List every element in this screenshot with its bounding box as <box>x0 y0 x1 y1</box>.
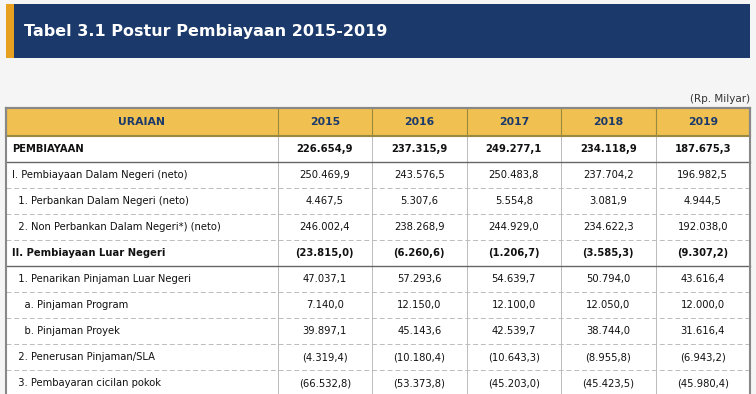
Text: 2. Penerusan Pinjaman/SLA: 2. Penerusan Pinjaman/SLA <box>12 352 155 362</box>
Text: 187.675,3: 187.675,3 <box>674 144 731 154</box>
Bar <box>6 162 750 188</box>
Text: 5.307,6: 5.307,6 <box>400 196 438 206</box>
Text: 4.944,5: 4.944,5 <box>684 196 722 206</box>
Text: 42.539,7: 42.539,7 <box>491 326 536 336</box>
Text: 244.929,0: 244.929,0 <box>488 222 539 232</box>
Bar <box>6 4 14 58</box>
Text: 39.897,1: 39.897,1 <box>302 326 347 336</box>
Text: 47.037,1: 47.037,1 <box>302 274 347 284</box>
Text: (45.423,5): (45.423,5) <box>582 378 634 388</box>
Text: 1. Perbankan Dalam Negeri (neto): 1. Perbankan Dalam Negeri (neto) <box>12 196 189 206</box>
Text: (53.373,8): (53.373,8) <box>393 378 445 388</box>
Text: (10.643,3): (10.643,3) <box>488 352 540 362</box>
Text: 2016: 2016 <box>404 117 435 127</box>
Bar <box>6 136 750 162</box>
Text: 3. Pembayaran cicilan pokok: 3. Pembayaran cicilan pokok <box>12 378 161 388</box>
Text: 4.467,5: 4.467,5 <box>306 196 344 206</box>
Text: I. Pembiayaan Dalam Negeri (neto): I. Pembiayaan Dalam Negeri (neto) <box>12 170 187 180</box>
Text: 50.794,0: 50.794,0 <box>586 274 631 284</box>
Text: 2018: 2018 <box>593 117 624 127</box>
Text: 2015: 2015 <box>310 117 340 127</box>
Bar <box>6 318 750 344</box>
Text: 237.315,9: 237.315,9 <box>391 144 448 154</box>
Bar <box>6 240 750 266</box>
Bar <box>6 4 750 58</box>
Text: URAIAN: URAIAN <box>118 117 166 127</box>
Text: (Rp. Milyar): (Rp. Milyar) <box>690 94 750 104</box>
Text: 2. Non Perbankan Dalam Negeri*) (neto): 2. Non Perbankan Dalam Negeri*) (neto) <box>12 222 221 232</box>
Text: 196.982,5: 196.982,5 <box>677 170 728 180</box>
Text: (66.532,8): (66.532,8) <box>299 378 351 388</box>
Text: PEMBIAYAAN: PEMBIAYAAN <box>12 144 84 154</box>
Bar <box>6 266 750 292</box>
Text: (6.260,6): (6.260,6) <box>394 248 445 258</box>
Bar <box>6 370 750 394</box>
Text: (23.815,0): (23.815,0) <box>296 248 354 258</box>
Text: 250.483,8: 250.483,8 <box>488 170 539 180</box>
Text: 234.622,3: 234.622,3 <box>583 222 634 232</box>
Text: 43.616,4: 43.616,4 <box>680 274 725 284</box>
Text: b. Pinjaman Proyek: b. Pinjaman Proyek <box>12 326 120 336</box>
Text: 237.704,2: 237.704,2 <box>583 170 634 180</box>
Text: (6.943,2): (6.943,2) <box>680 352 726 362</box>
Text: (8.955,8): (8.955,8) <box>585 352 631 362</box>
Text: 2017: 2017 <box>499 117 529 127</box>
Bar <box>6 214 750 240</box>
Text: 238.268,9: 238.268,9 <box>394 222 445 232</box>
Text: (4.319,4): (4.319,4) <box>302 352 348 362</box>
Text: 249.277,1: 249.277,1 <box>485 144 542 154</box>
Text: (9.307,2): (9.307,2) <box>677 248 728 258</box>
Text: a. Pinjaman Program: a. Pinjaman Program <box>12 300 129 310</box>
Text: 12.050,0: 12.050,0 <box>586 300 631 310</box>
Text: (45.203,0): (45.203,0) <box>488 378 540 388</box>
Bar <box>6 292 750 318</box>
Text: 54.639,7: 54.639,7 <box>491 274 536 284</box>
Text: 57.293,6: 57.293,6 <box>397 274 442 284</box>
Text: 45.143,6: 45.143,6 <box>397 326 442 336</box>
Text: 12.100,0: 12.100,0 <box>491 300 536 310</box>
Text: (1.206,7): (1.206,7) <box>488 248 540 258</box>
Text: 2019: 2019 <box>688 117 717 127</box>
Bar <box>6 344 750 370</box>
Text: Tabel 3.1 Postur Pembiayaan 2015-2019: Tabel 3.1 Postur Pembiayaan 2015-2019 <box>24 24 387 39</box>
Text: 243.576,5: 243.576,5 <box>394 170 445 180</box>
Text: (10.180,4): (10.180,4) <box>393 352 445 362</box>
Bar <box>6 188 750 214</box>
Text: 246.002,4: 246.002,4 <box>299 222 350 232</box>
Text: 12.150,0: 12.150,0 <box>397 300 442 310</box>
Text: 5.554,8: 5.554,8 <box>494 196 533 206</box>
Text: 192.038,0: 192.038,0 <box>677 222 728 232</box>
Text: 234.118,9: 234.118,9 <box>580 144 637 154</box>
Text: 250.469,9: 250.469,9 <box>299 170 350 180</box>
Text: 226.654,9: 226.654,9 <box>296 144 353 154</box>
Text: 3.081,9: 3.081,9 <box>590 196 627 206</box>
Text: 38.744,0: 38.744,0 <box>586 326 631 336</box>
Text: 31.616,4: 31.616,4 <box>680 326 725 336</box>
Text: 12.000,0: 12.000,0 <box>680 300 725 310</box>
Text: (45.980,4): (45.980,4) <box>677 378 729 388</box>
Text: 1. Penarikan Pinjaman Luar Negeri: 1. Penarikan Pinjaman Luar Negeri <box>12 274 191 284</box>
Text: 7.140,0: 7.140,0 <box>306 300 344 310</box>
Text: II. Pembiayaan Luar Negeri: II. Pembiayaan Luar Negeri <box>12 248 166 258</box>
Text: (3.585,3): (3.585,3) <box>583 248 634 258</box>
Bar <box>6 108 750 136</box>
